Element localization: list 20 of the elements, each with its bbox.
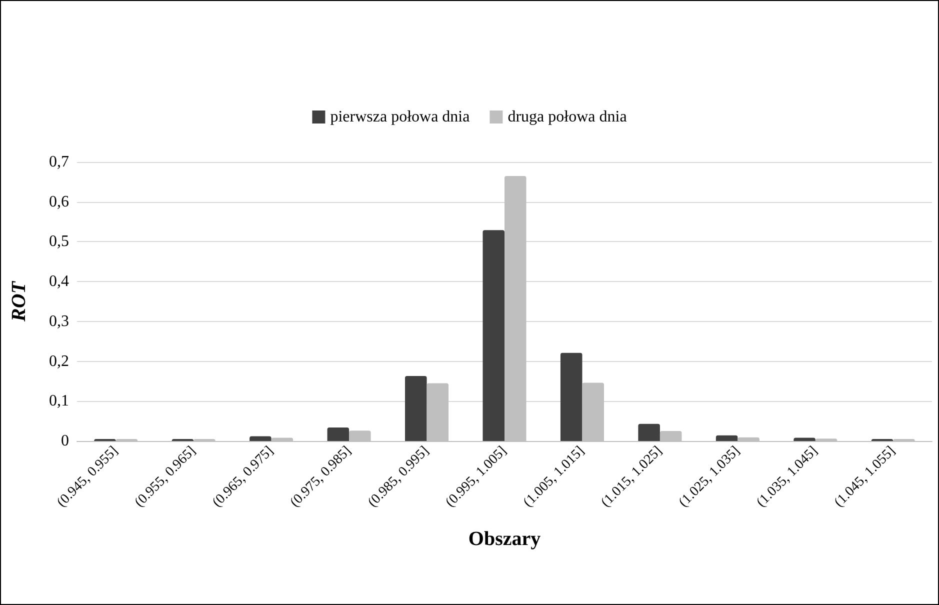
bar (716, 435, 738, 441)
y-tick-label: 0,2 (49, 352, 69, 370)
y-tick-label: 0,6 (49, 193, 69, 210)
bar (327, 427, 350, 441)
y-axis-title: ROT (8, 280, 30, 322)
bar (482, 230, 504, 441)
legend-label: druga połowa dnia (508, 108, 627, 126)
y-tick-label: 0,4 (49, 273, 69, 290)
x-axis-title: Obszary (468, 528, 541, 550)
bar (250, 436, 272, 441)
y-tick-label: 0,3 (49, 312, 69, 330)
y-tick-label: 0 (61, 432, 69, 450)
bar (560, 352, 582, 441)
bar (405, 376, 427, 441)
legend-label: pierwsza połowa dnia (330, 108, 470, 126)
y-tick-label: 0,5 (49, 233, 69, 250)
bar (794, 438, 816, 441)
y-tick-label: 0,7 (49, 154, 69, 170)
y-tick-label: 0,1 (49, 392, 69, 410)
bar (638, 424, 660, 441)
